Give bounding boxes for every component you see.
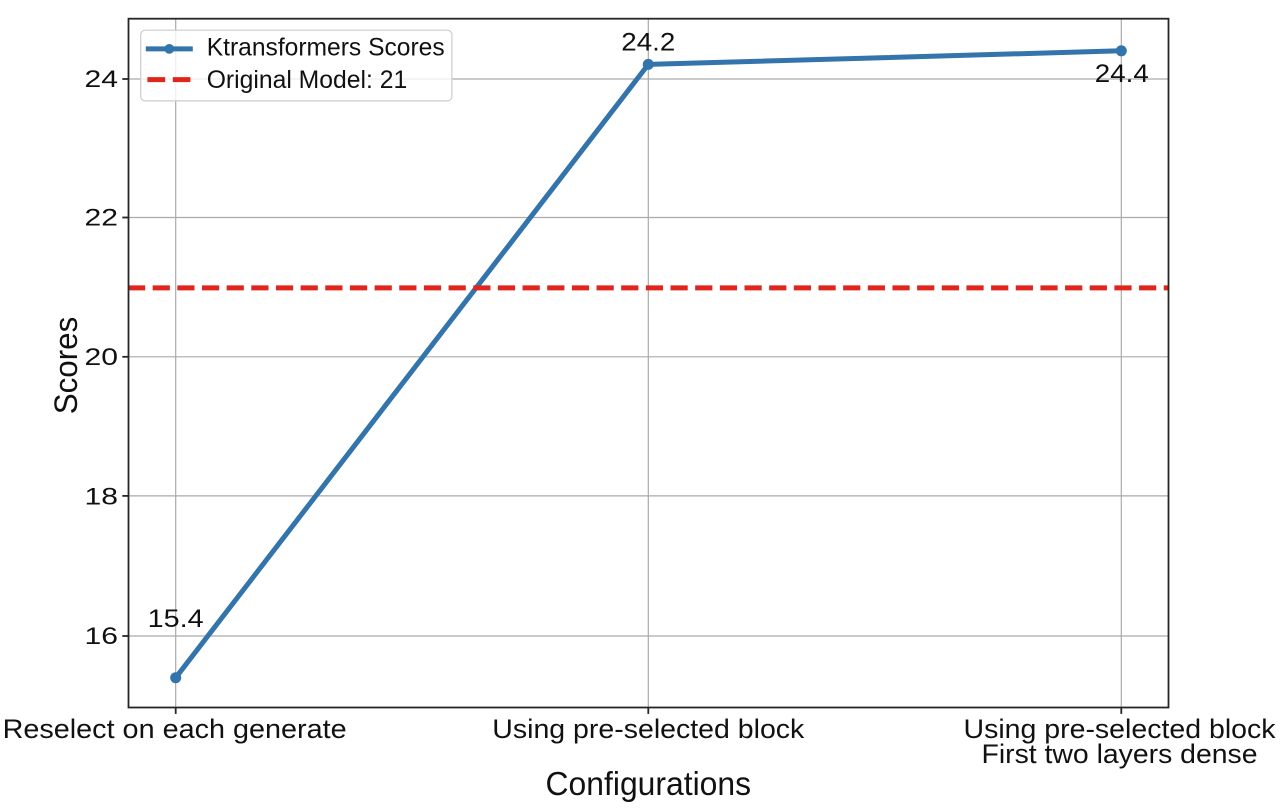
svg-text:22: 22 [85, 205, 119, 232]
svg-text:Ktransformers Scores: Ktransformers Scores [207, 33, 445, 61]
svg-text:Using pre-selected block: Using pre-selected block [964, 714, 1277, 744]
svg-text:16: 16 [85, 623, 119, 650]
svg-text:15.4: 15.4 [148, 605, 204, 633]
svg-text:Scores: Scores [48, 317, 84, 415]
svg-text:First two layers dense: First two layers dense [982, 739, 1258, 769]
svg-text:24.4: 24.4 [1095, 60, 1149, 88]
svg-text:Reselect on each generate: Reselect on each generate [3, 714, 347, 744]
svg-text:Original Model: 21: Original Model: 21 [207, 66, 408, 94]
svg-text:24.2: 24.2 [621, 29, 675, 57]
svg-text:Configurations: Configurations [546, 766, 752, 803]
svg-text:24: 24 [85, 66, 119, 93]
svg-text:Using pre-selected block: Using pre-selected block [492, 714, 805, 744]
svg-text:18: 18 [85, 483, 119, 510]
svg-text:20: 20 [85, 344, 119, 371]
